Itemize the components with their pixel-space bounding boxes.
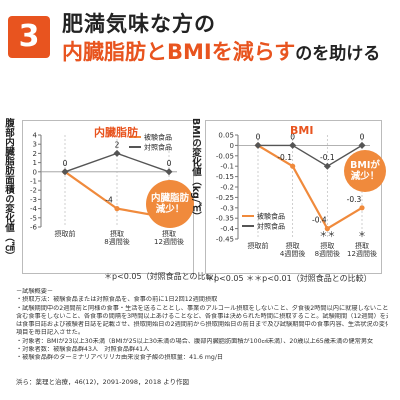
fat-y-tick-label: -5 xyxy=(30,214,37,222)
fat-y-tick-label: 3 xyxy=(33,141,37,149)
fat-y-tick-label: -4 xyxy=(30,205,38,213)
bmi-series-point xyxy=(290,163,296,169)
fat-data-label: 0 xyxy=(63,159,68,168)
bmi-series-point xyxy=(254,141,262,149)
fat-legend-label: 被験食品 xyxy=(144,133,172,142)
fat-y-tick-label: 0 xyxy=(33,168,37,176)
fat-series-point xyxy=(165,168,173,176)
fat-series-point xyxy=(61,168,69,176)
bmi-y-tick-label: -0.05 xyxy=(216,152,234,160)
bmi-x-tick-label: 12週間後 xyxy=(347,249,377,258)
bmi-y-tick-label: -0.1 xyxy=(220,163,234,171)
bmi-series-point xyxy=(289,141,297,149)
notes-line: ・被験食品群のターミナリアベリリカ由来没食子酸の摂取量：41.6 mg/日 xyxy=(16,354,224,362)
fat-y-tick-label: 1 xyxy=(33,159,37,167)
bmi-data-label: -0.3 xyxy=(347,195,362,204)
fat-series-point xyxy=(113,149,121,157)
bmi-y-tick-label: -0.4 xyxy=(220,225,234,233)
notes-line: は食事日誌および被験者日誌を記載させ、摂取開始日の2週間前から摂取開始日の前日ま… xyxy=(16,321,388,329)
bmi-y-tick-label: -0.15 xyxy=(216,173,234,181)
bmi-y-tick-label: -0.45 xyxy=(216,236,234,244)
bmi-x-tick-label: 4週間後 xyxy=(280,249,305,258)
fat-y-tick-label: -6 xyxy=(30,224,38,232)
bmi-y-tick-label: 0 xyxy=(230,142,234,150)
fat-x-tick-label: 摂取前 xyxy=(55,229,76,238)
notes-line: ・対象者数：被験食品群43人 対照食品群41人 xyxy=(16,346,150,354)
bmi-significance-mark: ＊ xyxy=(358,230,366,239)
bmi-data-label: -0.4 xyxy=(312,216,327,225)
fat-chart-svg: 43210-1-2-3-4-5-6摂取前摂取8週間後摂取12週間後-4-5020… xyxy=(30,132,184,247)
bmi-y-tick-label: -0.25 xyxy=(216,194,234,202)
fat-x-tick-label: 12週間後 xyxy=(154,237,184,246)
bmi-data-label: -0.1 xyxy=(277,153,292,162)
bmi-series-point xyxy=(323,162,331,170)
bmi-series-line xyxy=(258,144,363,168)
fat-y-tick-label: -2 xyxy=(30,187,37,195)
fat-data-label: -4 xyxy=(105,196,113,205)
notes-line: 項目を毎日記入させた。 xyxy=(16,329,85,337)
fat-data-label: 2 xyxy=(115,140,120,149)
fat-legend-label: 対照食品 xyxy=(144,143,172,152)
bmi-data-label: 0 xyxy=(290,132,295,141)
bmi-chart-footnote: ＊p<0.05 ＊＊p<0.01（対照食品との比較） xyxy=(206,274,372,283)
fat-x-tick-label: 8週間後 xyxy=(104,237,129,246)
bmi-y-tick-label: -0.2 xyxy=(220,184,234,192)
bmi-chart-svg: 0.05 0 -0.05 -0.1 -0.15 -0.2 -0.25 -0.3 -0.35 -0.… xyxy=(216,132,377,259)
bmi-x-tick-label: 摂取前 xyxy=(248,241,269,250)
fat-chart-footnote: ＊p<0.05（対照食品との比較） xyxy=(104,272,222,281)
fat-y-tick-label: 2 xyxy=(33,150,37,158)
title-rest: のを助ける xyxy=(295,44,381,64)
reference-citation: 浜ら：薬理と治療，46(12)，2091-2098，2018 より作図 xyxy=(16,378,190,386)
bmi-legend-label: 被験食品 xyxy=(257,212,285,221)
bmi-data-label: -0.1 xyxy=(320,153,335,162)
fat-x-tick-label: 摂取 xyxy=(162,229,176,238)
section-number-badge: 3 xyxy=(8,16,50,58)
fat-reduction-bubble: 内臓脂肪 減少！ xyxy=(146,180,194,228)
fat-chart-ylabel: 腹部内臓脂肪面積の変化値（㎠） xyxy=(3,118,14,261)
fat-series-point xyxy=(114,206,120,212)
bmi-series-line xyxy=(257,144,363,231)
bmi-data-label: 0 xyxy=(256,132,261,141)
bmi-series-point xyxy=(358,141,366,149)
title-line-2: 内臓脂肪とBMIを減らすのを助ける xyxy=(62,36,380,66)
bmi-series-point xyxy=(359,205,365,211)
bmi-x-tick-label: 摂取 xyxy=(286,241,300,250)
notes-line: ・対象者：BMIが23以上30未満（BMIが25以上30未満の場合、腹部内臓脂肪… xyxy=(16,337,374,345)
notes-line: ・試験期間中の2週間前と同様の食事・生活を送ることとし、事業のアルコール摂取をし… xyxy=(16,304,388,312)
fat-y-tick-label: -3 xyxy=(30,196,37,204)
bmi-x-tick-label: 8週間後 xyxy=(315,249,340,258)
fat-y-tick-label: 4 xyxy=(33,132,38,140)
header-banner: 3 肥満気味な方の 内臓脂肪とBMIを減らすのを助ける xyxy=(0,0,400,70)
bmi-significance-mark: ＊＊ xyxy=(319,230,335,239)
bmi-chart-title: BMI xyxy=(290,124,314,137)
bmi-series-point xyxy=(324,226,330,232)
title-line-1: 肥満気味な方の xyxy=(62,12,216,36)
fat-y-tick-label: -1 xyxy=(30,178,37,186)
bmi-reduction-bubble: BMIが 減少！ xyxy=(344,150,386,192)
bmi-chart-ylabel: BMIの変化値（kg/㎡） xyxy=(190,118,201,222)
fat-chart-title: 内臓脂肪 xyxy=(94,126,138,139)
title-highlight: 内臓脂肪とBMIを減らす xyxy=(62,40,296,64)
bmi-y-tick-label: -0.35 xyxy=(216,215,234,223)
notes-line: 含む食事をしないこと、各食事の間隔を3時間以上あけることなど、各食事は決められた… xyxy=(16,312,388,320)
bmi-x-tick-label: 摂取 xyxy=(320,241,334,250)
bmi-y-tick-label: 0.05 xyxy=(218,132,234,140)
notes-heading: －試験概要－ xyxy=(16,288,54,295)
fat-data-label: 0 xyxy=(167,159,172,168)
bmi-chart-panel: 0.05 0 -0.05 -0.1 -0.15 -0.2 -0.25 -0.3 -0.35 -0.… xyxy=(205,120,382,274)
notes-line: ・摂取方法：被験食品または対照食品を、食事の前に1日2回12週間摂取 xyxy=(16,296,218,304)
study-notes: －試験概要－ ・摂取方法：被験食品または対照食品を、食事の前に1日2回12週間摂… xyxy=(16,288,388,361)
bmi-y-tick-label: -0.3 xyxy=(220,204,234,212)
bmi-x-tick-label: 摂取 xyxy=(355,241,369,250)
fat-x-tick-label: 摂取 xyxy=(110,229,124,238)
bmi-legend-label: 対照食品 xyxy=(257,222,285,231)
bmi-data-label: 0 xyxy=(360,132,365,141)
